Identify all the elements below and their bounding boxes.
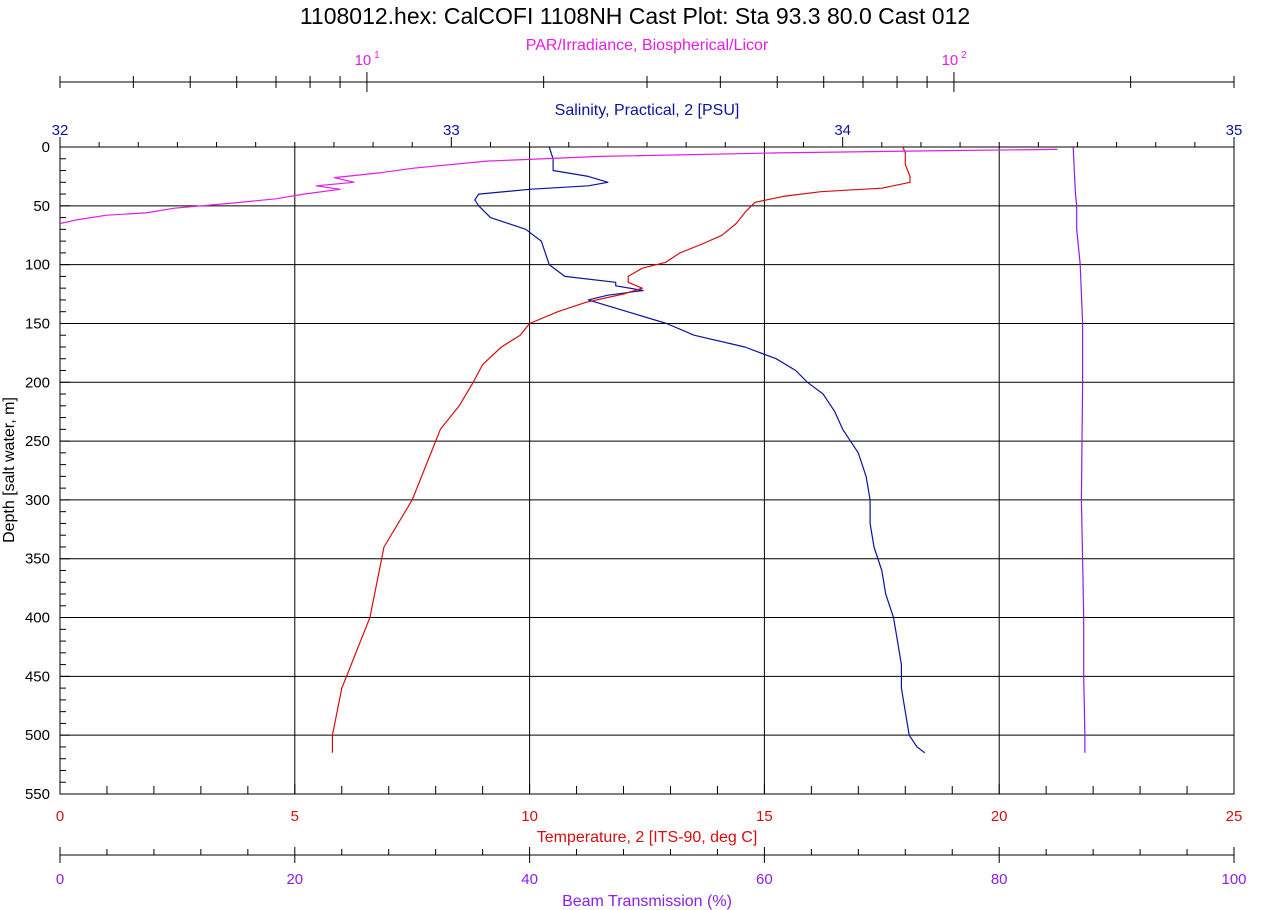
depth-tick-label: 200 (25, 374, 50, 391)
temperature-axis: Temperature, 2 [ITS-90, deg C] 0 5 10 15 20 2… (56, 784, 1243, 846)
beam-tick-label: 60 (756, 871, 773, 888)
plot-frame (59, 146, 1235, 795)
temperature-tick-label: 10 (521, 808, 538, 825)
par-profile-line (59, 148, 1058, 225)
salinity-profile-line (474, 146, 926, 754)
salinity-tick-label: 32 (52, 122, 69, 139)
salinity-tick-label: 34 (834, 122, 851, 139)
plot-grid (59, 146, 1235, 795)
depth-tick-label: 450 (25, 668, 50, 685)
depth-tick-label: 350 (25, 551, 50, 568)
salinity-tick-label: 35 (1226, 122, 1243, 139)
depth-tick-label: 400 (25, 610, 50, 627)
temperature-tick-label: 0 (56, 808, 64, 825)
par-tick-label: 10 (942, 52, 959, 69)
temperature-tick-label: 15 (756, 808, 773, 825)
beam-tick-label: 20 (286, 871, 303, 888)
temperature-tick-label: 25 (1226, 808, 1243, 825)
beam-tick-label: 0 (56, 871, 64, 888)
profile-series (59, 146, 1086, 754)
chart-title: 1108012.hex: CalCOFI 1108NH Cast Plot: S… (300, 3, 970, 29)
par-tick-label: 10 (355, 52, 372, 69)
depth-axis: Depth [salt water, m] 0 50 100 150 200 250 300… (1, 139, 70, 803)
beam-profile-line (1072, 146, 1086, 753)
depth-tick-label: 300 (25, 492, 50, 509)
beam-axis: Beam Transmission (%) 0 20 40 60 80 100 (56, 847, 1247, 910)
temperature-axis-label: Temperature, 2 [ITS-90, deg C] (537, 829, 758, 846)
depth-tick-label: 150 (25, 315, 50, 332)
salinity-axis: Salinity, Practical, 2 [PSU] 32 33 34 35 (52, 102, 1243, 147)
temperature-tick-label: 20 (991, 808, 1008, 825)
depth-tick-label: 50 (33, 198, 50, 215)
salinity-tick-label: 33 (443, 122, 460, 139)
temperature-profile-line (331, 146, 911, 753)
par-tick-exponent: 1 (374, 50, 380, 61)
depth-tick-label: 250 (25, 433, 50, 450)
par-axis: PAR/Irradiance, Biospherical/Licor 10 1 10… (59, 37, 1235, 92)
beam-tick-label: 100 (1221, 871, 1246, 888)
beam-tick-label: 80 (991, 871, 1008, 888)
par-tick-exponent: 2 (961, 50, 967, 61)
depth-tick-label: 100 (25, 257, 50, 274)
salinity-axis-label: Salinity, Practical, 2 [PSU] (555, 102, 740, 119)
depth-tick-label: 500 (25, 727, 50, 744)
par-axis-label: PAR/Irradiance, Biospherical/Licor (526, 37, 769, 54)
beam-axis-label: Beam Transmission (%) (562, 893, 732, 910)
depth-tick-label: 550 (25, 786, 50, 803)
depth-axis-label: Depth [salt water, m] (1, 397, 18, 543)
temperature-tick-label: 5 (291, 808, 299, 825)
beam-tick-label: 40 (521, 871, 538, 888)
depth-tick-label: 0 (42, 139, 50, 156)
